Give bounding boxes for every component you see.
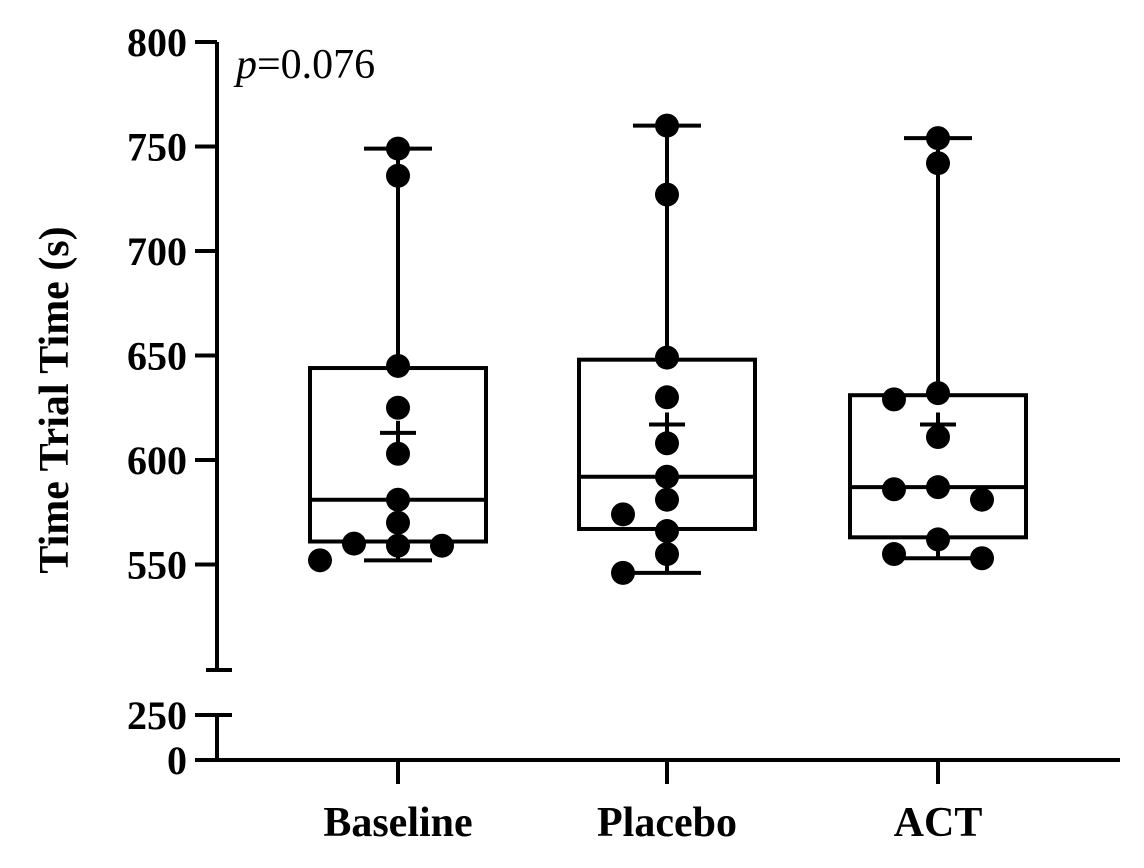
p-value-annotation: p=0.076: [233, 42, 375, 88]
p-value-text: =0.076: [257, 42, 375, 88]
data-point-baseline-8: [342, 531, 366, 556]
data-point-placebo-5: [655, 431, 679, 456]
x-tick-label-baseline: Baseline: [323, 800, 472, 846]
y-tick-label-750: 750: [127, 125, 187, 170]
data-point-placebo-8: [611, 502, 635, 527]
y-tick-label-700: 700: [127, 229, 187, 274]
data-point-baseline-9: [386, 533, 410, 558]
data-point-act-6: [926, 475, 950, 500]
data-point-baseline-2: [386, 163, 410, 188]
data-point-placebo-1: [655, 113, 679, 138]
data-point-placebo-3: [655, 345, 679, 370]
y-tick-label-650: 650: [127, 334, 187, 379]
data-point-baseline-5: [386, 441, 410, 466]
data-point-act-5: [926, 425, 950, 450]
data-point-act-8: [970, 487, 994, 512]
data-point-baseline-6: [386, 487, 410, 512]
x-tick-label-placebo: Placebo: [597, 800, 737, 846]
data-points: [308, 113, 994, 585]
y-tick-label-0: 0: [167, 738, 187, 783]
data-point-placebo-2: [655, 182, 679, 207]
data-point-act-1: [926, 126, 950, 151]
x-tick-label-act: ACT: [894, 800, 983, 846]
data-point-act-7: [882, 477, 906, 502]
data-point-baseline-11: [308, 548, 332, 573]
data-point-placebo-6: [655, 464, 679, 489]
data-point-baseline-4: [386, 395, 410, 420]
y-axis-title: Time Trial Time (s): [32, 226, 78, 573]
data-point-act-10: [882, 542, 906, 567]
data-point-placebo-7: [655, 487, 679, 512]
y-tick-label-800: 800: [127, 20, 187, 65]
data-point-baseline-3: [386, 353, 410, 378]
y-tick-label-250: 250: [127, 693, 187, 738]
p-value-prefix: p: [233, 42, 257, 88]
data-point-act-11: [970, 546, 994, 571]
x-axis-ticks: Baseline Placebo ACT: [323, 760, 982, 846]
data-point-act-4: [882, 387, 906, 412]
y-tick-label-600: 600: [127, 438, 187, 483]
data-point-placebo-11: [611, 560, 635, 585]
data-point-placebo-10: [655, 542, 679, 567]
data-point-baseline-10: [430, 533, 454, 558]
data-point-act-9: [926, 527, 950, 552]
data-point-act-3: [926, 381, 950, 406]
data-point-act-2: [926, 151, 950, 176]
data-point-baseline-7: [386, 510, 410, 535]
data-point-placebo-9: [655, 519, 679, 544]
y-tick-label-550: 550: [127, 543, 187, 588]
data-point-baseline-1: [386, 136, 410, 161]
data-point-placebo-4: [655, 385, 679, 410]
